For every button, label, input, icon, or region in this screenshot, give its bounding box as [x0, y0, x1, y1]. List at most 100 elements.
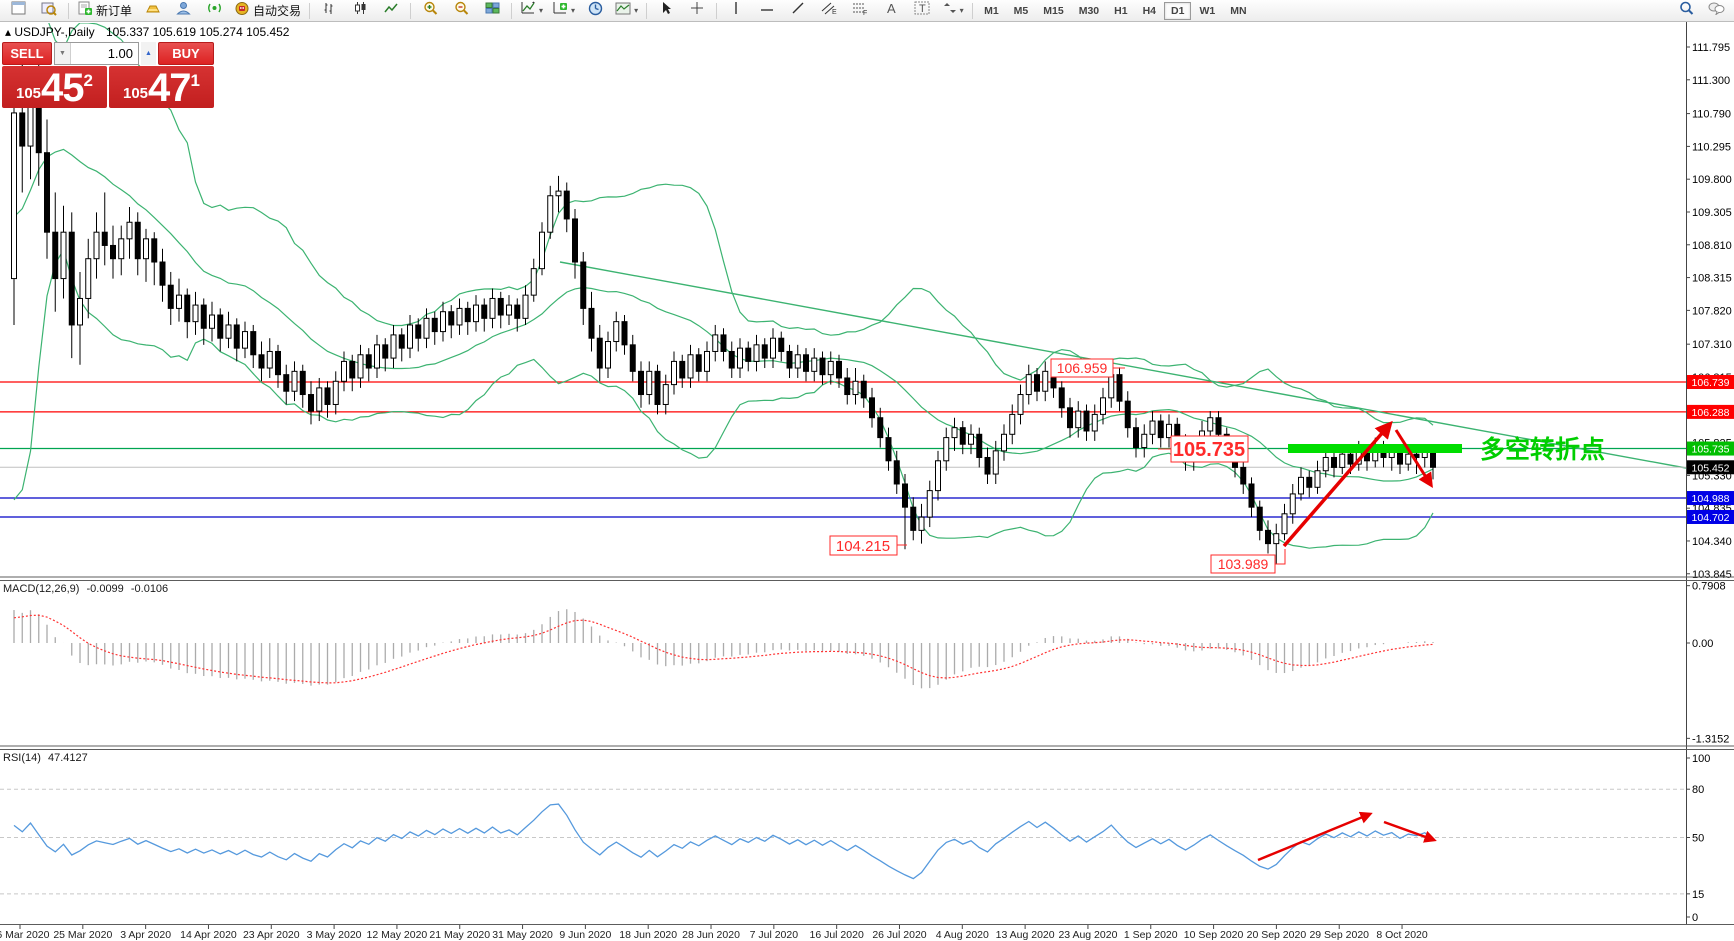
- horizontal-line-tool-button[interactable]: [752, 0, 782, 22]
- community-button[interactable]: [168, 0, 198, 22]
- clock-icon: [588, 1, 603, 21]
- toolbar-separator: [646, 2, 648, 19]
- rsi-axis-label: 80: [1692, 784, 1704, 796]
- sell-price-panel[interactable]: 105 45 2: [2, 66, 107, 108]
- zoom-out-icon: [454, 1, 469, 21]
- macd-signal-line: [13, 614, 1434, 684]
- date-axis-label: 25 Mar 2020: [53, 929, 112, 941]
- price-axis-label: 110.295: [1692, 141, 1731, 153]
- new-order-button[interactable]: 新订单: [73, 0, 136, 22]
- date-axis-label: 16 Jul 2020: [810, 929, 864, 941]
- buy-price-panel[interactable]: 105 47 1: [109, 66, 214, 108]
- svg-text:T: T: [919, 3, 926, 15]
- price-callout-box-104215[interactable]: [829, 535, 898, 556]
- buy-price-main: 47: [148, 66, 191, 111]
- line-chart-mode-button[interactable]: [376, 0, 406, 22]
- arrows-tool-button[interactable]: ▾: [938, 0, 968, 22]
- tab-timeframe-d1[interactable]: D1: [1164, 1, 1192, 20]
- tab-timeframe-h4[interactable]: H4: [1142, 4, 1157, 17]
- periods-button[interactable]: [580, 0, 610, 22]
- signals-button[interactable]: [199, 0, 229, 22]
- chat-button[interactable]: [1701, 0, 1731, 22]
- turning-point-text[interactable]: 多空转折点: [1480, 435, 1605, 464]
- profile-magnifier-icon: [41, 1, 57, 21]
- fibonacci-tool-button[interactable]: F: [845, 0, 875, 22]
- crosshair-tool-button[interactable]: [682, 0, 712, 22]
- indicators-button[interactable]: ▾: [516, 0, 547, 22]
- arrows-icon: [943, 1, 957, 20]
- callout-connector: [1275, 549, 1286, 565]
- tab-timeframe-mn[interactable]: MN: [1230, 4, 1247, 17]
- macd-signal-value: -0.0106: [130, 583, 169, 595]
- date-axis-label: 20 Sep 2020: [1247, 929, 1307, 941]
- price-callout-box-106959[interactable]: [1050, 358, 1114, 378]
- price-axis-label: 107.310: [1692, 339, 1732, 351]
- autotrading-button[interactable]: 自动交易: [230, 0, 305, 22]
- collapse-panel-icon[interactable]: ▴: [5, 25, 12, 39]
- rsi-pane[interactable]: [0, 788, 1686, 895]
- pane-borders: [0, 22, 1734, 925]
- date-axis-label: 23 Aug 2020: [1058, 929, 1117, 941]
- text-tool-button[interactable]: A: [876, 0, 906, 22]
- bar-chart-mode-button[interactable]: [314, 0, 344, 22]
- price-tag-106.739: 106.739: [1692, 377, 1730, 389]
- buy-button[interactable]: BUY: [158, 42, 214, 65]
- cursor-tool-button[interactable]: [651, 0, 681, 22]
- channel-tool-button[interactable]: E: [814, 0, 844, 22]
- text-label-tool-button[interactable]: T: [907, 0, 937, 22]
- chart-window-button[interactable]: [3, 0, 33, 22]
- add-indicator-button[interactable]: ▾: [548, 0, 579, 22]
- trendline-tool-button[interactable]: [783, 0, 813, 22]
- price-callout-box-105735[interactable]: [1170, 435, 1249, 463]
- tab-timeframe-h1[interactable]: H1: [1114, 4, 1128, 17]
- up-trend-arrow[interactable]: [1282, 420, 1393, 548]
- rsi-up-arrow[interactable]: [1257, 811, 1373, 862]
- sell-price-prefix: 105: [16, 85, 42, 102]
- candlesticks[interactable]: [11, 52, 1436, 565]
- date-axis-label: 9 Jun 2020: [559, 929, 611, 941]
- macd-pane[interactable]: [13, 609, 1434, 689]
- volume-increase-button[interactable]: ▲: [141, 42, 156, 65]
- price-axis-label: 110.790: [1692, 109, 1731, 121]
- templates-button[interactable]: ▾: [611, 0, 642, 22]
- price-tag-106.288: 106.288: [1692, 407, 1730, 419]
- date-axis-label: 31 May 2020: [492, 929, 553, 941]
- search-button[interactable]: [1671, 0, 1701, 22]
- dropdown-caret: ▾: [959, 6, 964, 15]
- date-axis-label: 23 Apr 2020: [243, 929, 300, 941]
- bar-chart-icon: [322, 1, 337, 20]
- tile-windows-icon: [485, 1, 500, 20]
- volume-decrease-button[interactable]: ▼: [55, 43, 71, 64]
- zoom-out-button[interactable]: [446, 0, 476, 22]
- price-callout-box-103989[interactable]: [1210, 554, 1276, 574]
- down-trend-arrow[interactable]: [1394, 429, 1433, 489]
- candlestick-mode-button[interactable]: [345, 0, 375, 22]
- tab-timeframe-m5[interactable]: M5: [1013, 4, 1029, 17]
- gold-bar-icon: [144, 1, 161, 20]
- market-depth-button[interactable]: [137, 0, 167, 22]
- price-tag-104.988: 104.988: [1692, 493, 1730, 505]
- price-axis-label: 109.800: [1692, 174, 1732, 186]
- text-label-icon: T: [914, 1, 930, 20]
- profile-button[interactable]: [34, 0, 64, 22]
- tab-timeframe-w1[interactable]: W1: [1199, 4, 1216, 17]
- bollinger-lower-band: [13, 248, 1434, 549]
- price-axis-label: 107.820: [1692, 305, 1732, 317]
- descending-trendline[interactable]: [559, 261, 1687, 469]
- tab-timeframe-m1[interactable]: M1: [984, 4, 999, 17]
- new-order-label: 新订单: [96, 4, 133, 18]
- ohlc-values: 105.337 105.619 105.274 105.452: [105, 25, 290, 39]
- sell-button[interactable]: SELL: [2, 42, 52, 65]
- tile-windows-button[interactable]: [477, 0, 507, 22]
- tab-timeframe-m30[interactable]: M30: [1078, 4, 1100, 17]
- volume-input[interactable]: 1.00: [107, 46, 133, 61]
- rsi-down-arrow[interactable]: [1383, 820, 1437, 843]
- macd-main-value: -0.0099: [86, 583, 124, 595]
- zoom-in-button[interactable]: [415, 0, 445, 22]
- bull-bear-zone-highlight[interactable]: [1288, 444, 1462, 453]
- vertical-line-tool-button[interactable]: [721, 0, 751, 22]
- price-axis-label: 108.810: [1692, 240, 1732, 252]
- tab-timeframe-m15[interactable]: M15: [1043, 4, 1064, 17]
- trendline-icon: [791, 1, 805, 20]
